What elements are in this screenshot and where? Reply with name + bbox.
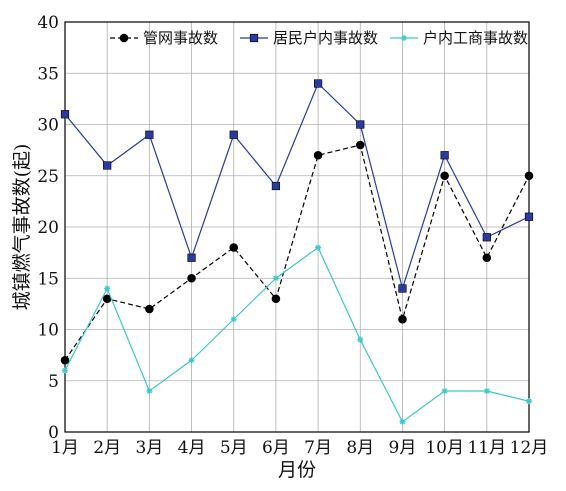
data-point-marker — [355, 140, 365, 150]
data-point-marker — [145, 130, 154, 139]
data-point-marker — [103, 161, 112, 170]
data-point-marker — [271, 294, 281, 304]
data-point-marker — [526, 398, 532, 405]
x-tick-label: 12月 — [510, 438, 549, 458]
y-tick-label: 5 — [48, 372, 59, 392]
y-axis-title: 城镇燃气事故数(起) — [11, 144, 33, 311]
legend-label: 居民户内事故数 — [273, 29, 378, 47]
data-point-marker — [104, 285, 111, 292]
y-tick-label: 0 — [48, 423, 59, 443]
data-point-marker — [524, 171, 534, 181]
y-tick-label: 20 — [37, 218, 59, 238]
x-tick-label: 1月 — [51, 438, 79, 458]
x-tick-label: 11月 — [467, 438, 506, 458]
series-line — [64, 82, 530, 291]
data-point-marker — [272, 275, 279, 282]
data-point-marker — [146, 388, 153, 394]
y-tick-label: 15 — [37, 269, 59, 289]
data-point-marker — [62, 367, 68, 374]
data-point-marker — [271, 181, 281, 191]
data-point-marker — [482, 253, 492, 263]
data-point-marker — [482, 233, 491, 242]
data-point-marker — [315, 244, 322, 251]
x-axis-title: 月份 — [278, 459, 316, 481]
data-point-marker — [313, 79, 323, 88]
series-3 — [62, 244, 532, 425]
series-1 — [60, 140, 534, 365]
data-point-marker — [188, 357, 195, 364]
plot-frame — [64, 21, 530, 433]
data-point-marker — [229, 130, 238, 139]
data-point-marker — [356, 120, 365, 129]
y-tick-label: 40 — [37, 13, 59, 33]
legend-entry: 户内工商事故数 — [390, 29, 528, 47]
x-tick-label: 3月 — [135, 438, 163, 458]
y-tick-label: 30 — [37, 116, 59, 136]
legend: 管网事故数 居民户内事故数 户内工商事故数 — [110, 29, 528, 47]
y-tick-label: 35 — [37, 64, 59, 84]
data-point-marker — [441, 388, 448, 394]
data-point-marker — [398, 284, 407, 293]
data-point-marker — [187, 253, 196, 262]
data-point-marker — [60, 110, 70, 119]
data-point-marker — [524, 212, 534, 221]
data-point-marker — [145, 304, 154, 314]
legend-marker — [249, 33, 259, 43]
x-tick-label: 10月 — [425, 438, 464, 458]
legend-marker — [119, 33, 129, 43]
x-tick-label: 9月 — [389, 438, 417, 458]
y-tick-label: 10 — [37, 321, 59, 341]
y-axis-ticks: 0 5 10 15 20 25 30 35 40 — [37, 13, 59, 443]
legend-marker — [401, 35, 407, 41]
series-line — [64, 144, 530, 361]
series-2 — [60, 79, 534, 293]
x-tick-label: 7月 — [304, 438, 332, 458]
legend-entry: 居民户内事故数 — [240, 29, 378, 47]
x-tick-label: 5月 — [220, 438, 248, 458]
data-point-marker — [357, 336, 364, 343]
series-line — [64, 246, 530, 423]
data-point-marker — [440, 151, 449, 160]
x-tick-label: 8月 — [346, 438, 374, 458]
x-tick-label: 2月 — [93, 438, 121, 458]
legend-entry: 管网事故数 — [110, 29, 218, 47]
data-point-marker — [230, 316, 237, 323]
data-point-marker — [483, 388, 490, 394]
series-group — [60, 79, 534, 425]
data-point-marker — [399, 418, 406, 425]
data-point-marker — [398, 314, 407, 324]
data-point-marker — [440, 171, 449, 181]
x-tick-label: 6月 — [262, 438, 290, 458]
x-tick-label: 4月 — [178, 438, 206, 458]
data-point-marker — [229, 243, 239, 252]
legend-label: 户内工商事故数 — [423, 29, 528, 47]
data-point-marker — [313, 150, 323, 160]
y-tick-label: 25 — [37, 167, 59, 187]
data-point-marker — [187, 273, 196, 283]
legend-label: 管网事故数 — [143, 29, 218, 47]
data-point-marker — [60, 355, 70, 365]
x-axis-ticks: 1月 2月 3月 4月 5月 6月 7月 8月 9月 10月 11月 12月 — [51, 438, 548, 458]
